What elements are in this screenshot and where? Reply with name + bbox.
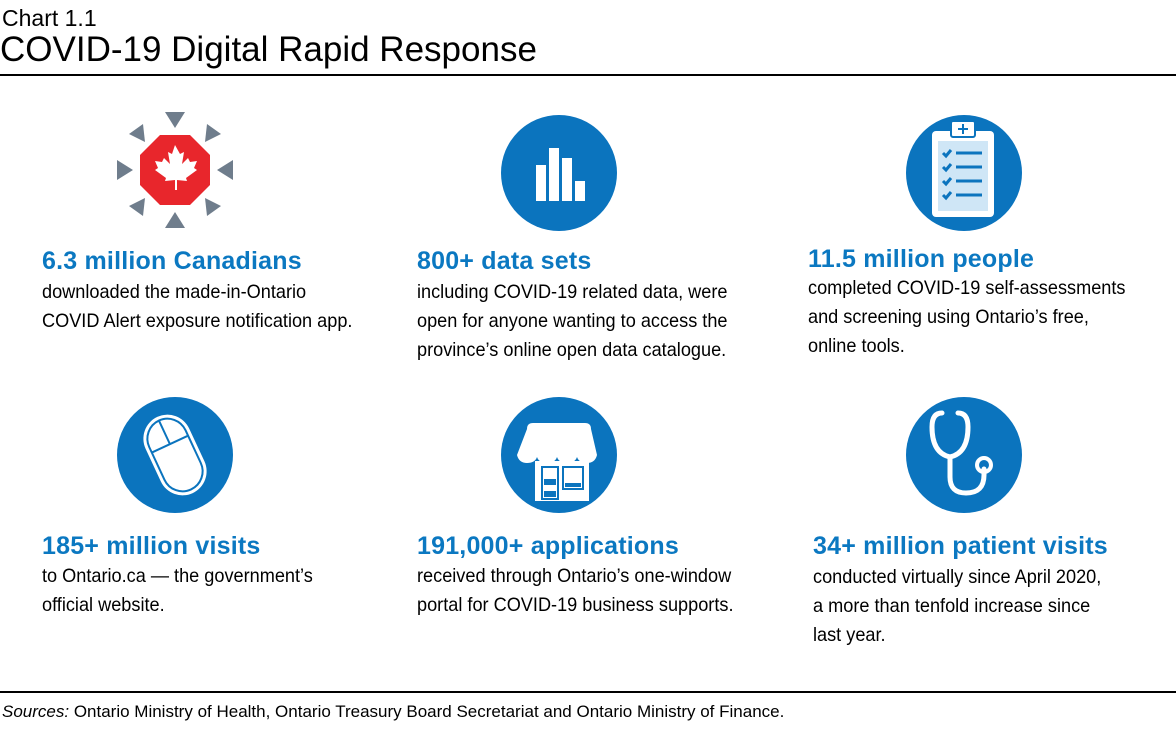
- sources-label: Sources:: [2, 702, 70, 721]
- stat-heading: 191,000+ applications: [417, 532, 679, 560]
- computer-mouse-icon: [115, 395, 235, 515]
- header-divider: [0, 74, 1176, 76]
- stat-description: including COVID-19 related data, were op…: [417, 278, 728, 365]
- stat-heading: 800+ data sets: [417, 247, 592, 275]
- stat-line: official website.: [42, 594, 165, 616]
- stat-line: open for anyone wanting to access the: [417, 310, 728, 332]
- sources-text: Ontario Ministry of Health, Ontario Trea…: [69, 702, 785, 721]
- sources-note: Sources: Ontario Ministry of Health, Ont…: [2, 702, 784, 722]
- stat-heading: 185+ million visits: [42, 532, 261, 560]
- footer-divider: [0, 691, 1176, 693]
- storefront-icon: [499, 395, 619, 515]
- stat-line: to Ontario.ca — the government’s: [42, 565, 313, 587]
- stat-heading: 11.5 million people: [808, 245, 1035, 273]
- page-title: COVID-19 Digital Rapid Response: [0, 30, 537, 69]
- stat-line: online tools.: [808, 335, 905, 357]
- bar-chart-icon: [499, 113, 619, 233]
- stat-line: received through Ontario’s one-window: [417, 565, 732, 587]
- clipboard-checklist-icon: [904, 113, 1024, 233]
- stethoscope-icon: [904, 395, 1024, 515]
- stat-description: downloaded the made-in-Ontario COVID Ale…: [42, 278, 352, 336]
- stat-line: province’s online open data catalogue.: [417, 339, 727, 361]
- stat-heading: 34+ million patient visits: [813, 532, 1108, 560]
- stat-line: downloaded the made-in-Ontario: [42, 281, 307, 303]
- chart-number: Chart 1.1: [2, 5, 97, 31]
- stat-line: including COVID-19 related data, were: [417, 281, 728, 303]
- stat-line: a more than tenfold increase since: [813, 595, 1091, 617]
- stat-description: to Ontario.ca — the government’s officia…: [42, 562, 313, 620]
- stat-line: conducted virtually since April 2020,: [813, 566, 1102, 588]
- stat-line: completed COVID-19 self-assessments: [808, 277, 1126, 299]
- stat-description: completed COVID-19 self-assessments and …: [808, 274, 1125, 361]
- stat-heading: 6.3 million Canadians: [42, 247, 302, 275]
- stat-description: received through Ontario’s one-window po…: [417, 562, 734, 620]
- stat-line: last year.: [813, 624, 886, 646]
- covid-alert-maple-leaf-icon: [115, 110, 235, 230]
- stat-description: conducted virtually since April 2020, a …: [813, 563, 1101, 650]
- stat-line: and screening using Ontario’s free,: [808, 306, 1089, 328]
- stat-line: portal for COVID-19 business supports.: [417, 594, 734, 616]
- stat-line: COVID Alert exposure notification app.: [42, 310, 353, 332]
